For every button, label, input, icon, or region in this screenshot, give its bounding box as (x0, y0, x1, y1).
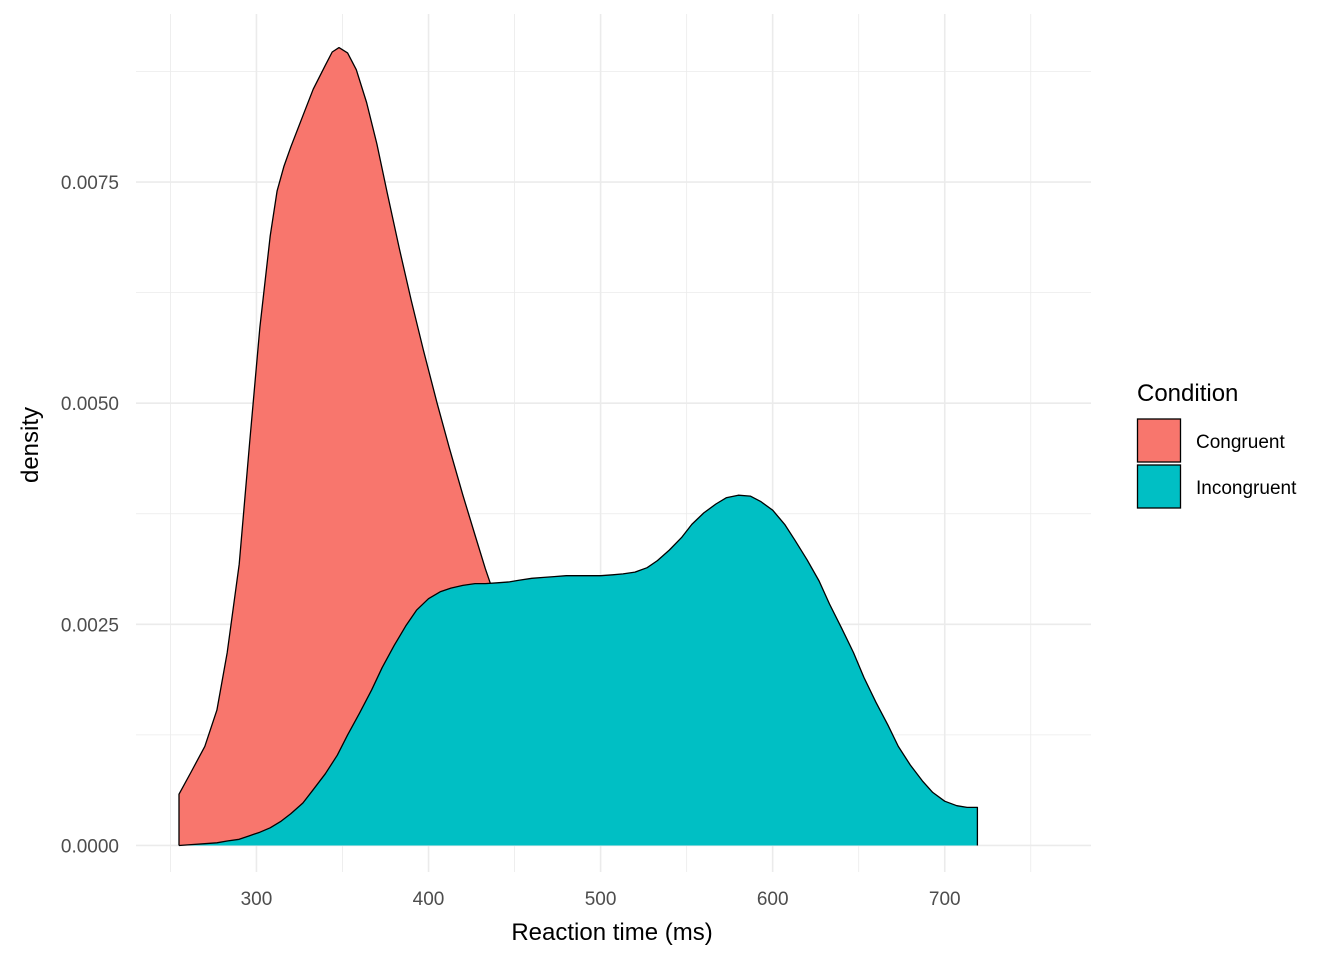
x-tick-label: 300 (241, 889, 273, 910)
x-tick-label: 500 (585, 889, 617, 910)
legend-label-incongruent: Incongruent (1196, 478, 1297, 499)
y-axis-title: density (17, 407, 44, 483)
legend-key-incongruent (1136, 464, 1182, 509)
legend-items: Congruent Incongruent (1136, 418, 1297, 509)
density-outline-incongruent (178, 494, 979, 847)
density-area-congruent (179, 47, 649, 846)
y-tick-label: 0.0050 (61, 394, 119, 415)
x-tick-label: 400 (413, 889, 445, 910)
y-axis-ticks: 0.0000 0.0025 0.0050 0.0075 (61, 173, 119, 857)
y-tick-label: 0.0025 (61, 615, 119, 636)
y-tick-label: 0.0075 (61, 173, 119, 194)
legend-key-congruent (1136, 418, 1182, 463)
x-axis-ticks: 300 400 500 600 700 (241, 889, 961, 910)
legend-label-congruent: Congruent (1196, 432, 1285, 453)
legend: Condition Congruent Incongruent (1136, 380, 1297, 509)
x-axis-title: Reaction time (ms) (511, 919, 712, 946)
legend-title: Condition (1137, 380, 1238, 407)
x-tick-label: 600 (757, 889, 789, 910)
density-areas (178, 46, 979, 847)
x-tick-label: 700 (929, 889, 961, 910)
density-area-incongruent (179, 495, 978, 846)
y-tick-label: 0.0000 (61, 836, 119, 857)
